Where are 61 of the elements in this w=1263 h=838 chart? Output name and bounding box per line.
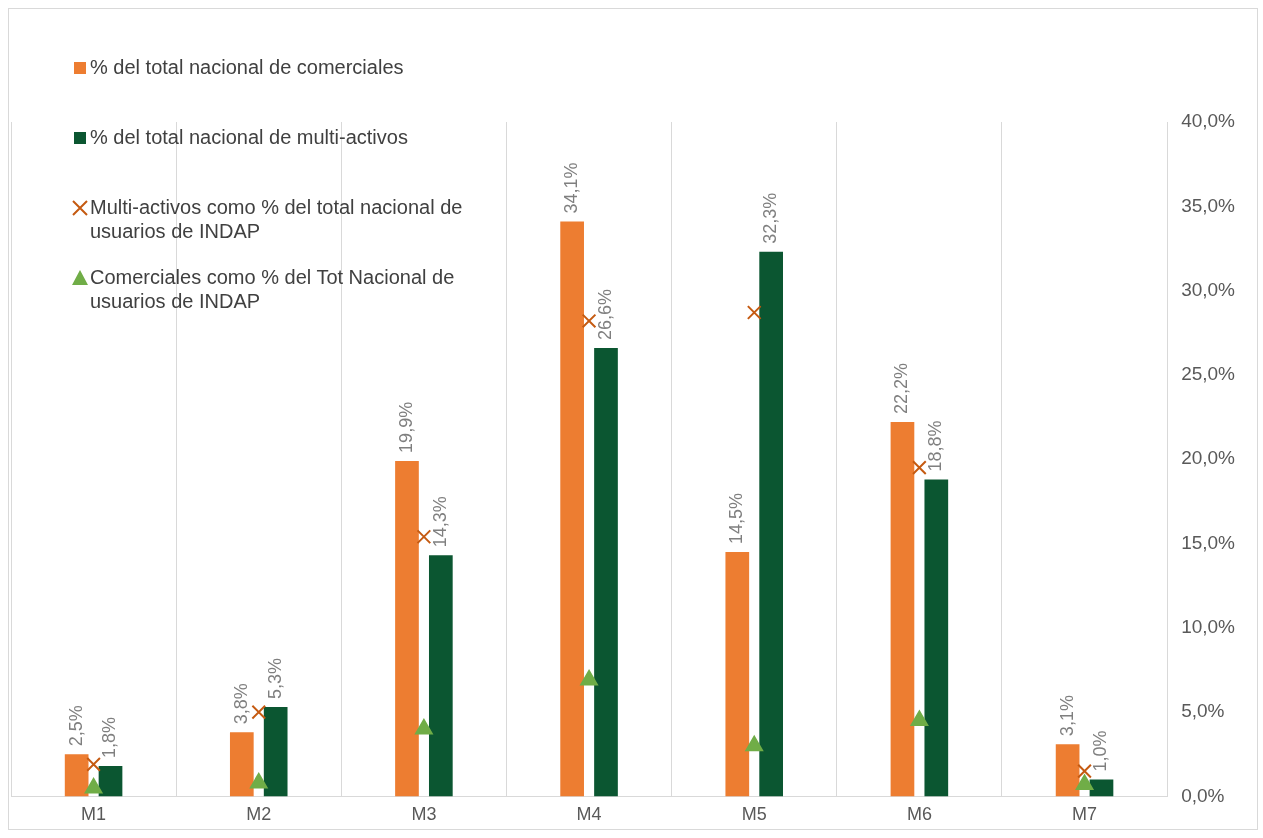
legend-label: % del total nacional de multi-activos [90, 125, 408, 148]
x-tick-label: M1 [81, 804, 107, 825]
data-label: 26,6% [594, 288, 615, 340]
bar [890, 422, 915, 797]
y-tick-label: 5,0% [1181, 700, 1225, 722]
bar [560, 221, 584, 797]
data-label: 5,3% [264, 658, 285, 700]
point [746, 305, 762, 320]
data-label: 1,8% [99, 717, 120, 759]
y-tick-label: 25,0% [1181, 363, 1236, 385]
bar [428, 555, 453, 797]
data-label: 1,0% [1090, 730, 1111, 772]
data-label: 3,8% [230, 683, 251, 725]
legend-label: Multi-activos como % del total nacional de usuarios de INDAP [90, 195, 463, 242]
data-label: 22,2% [891, 363, 912, 415]
bar [98, 766, 123, 797]
bar [395, 460, 419, 797]
point [580, 670, 598, 686]
y-tick-label: 35,0% [1181, 194, 1236, 216]
point [86, 757, 101, 772]
bar [64, 754, 89, 797]
data-label: 34,1% [561, 162, 582, 214]
point [581, 313, 597, 329]
bar [759, 251, 783, 797]
y-tick-label: 20,0% [1181, 447, 1236, 469]
point [84, 777, 103, 794]
data-label: 14,5% [726, 492, 747, 544]
point [249, 772, 268, 789]
x-tick-label: M3 [411, 804, 437, 825]
bar [594, 347, 618, 797]
x-tick-label: M7 [1072, 804, 1098, 825]
point [251, 704, 267, 720]
y-tick-label: 40,0% [1181, 110, 1236, 132]
data-label: 14,3% [429, 496, 450, 548]
data-label: 32,3% [760, 192, 781, 244]
point [416, 529, 432, 545]
bar [229, 732, 254, 797]
y-tick-label: 10,0% [1181, 616, 1236, 638]
x-tick-label: M6 [906, 804, 932, 825]
point [1075, 774, 1094, 791]
data-label: 18,8% [925, 420, 946, 472]
x-tick-label: M2 [246, 804, 272, 825]
point [745, 735, 764, 752]
point [1077, 763, 1092, 779]
data-label: 3,1% [1056, 695, 1077, 737]
point [910, 710, 929, 727]
bar [924, 479, 949, 797]
x-tick-label: M5 [741, 804, 767, 825]
point [912, 460, 927, 475]
legend-label: % del total nacional de comerciales [90, 55, 404, 78]
data-label: 19,9% [395, 401, 416, 453]
legend-label: Comerciales como % del Tot Nacional de usuarios de INDAP [90, 265, 455, 312]
y-tick-label: 15,0% [1181, 531, 1236, 553]
point [415, 718, 433, 735]
bar [263, 707, 288, 797]
x-tick-label: M4 [576, 804, 602, 825]
y-tick-label: 0,0% [1181, 784, 1225, 806]
bar [1055, 744, 1080, 797]
data-label: 2,5% [65, 705, 86, 747]
y-tick-label: 30,0% [1181, 278, 1236, 300]
bar [725, 551, 750, 797]
